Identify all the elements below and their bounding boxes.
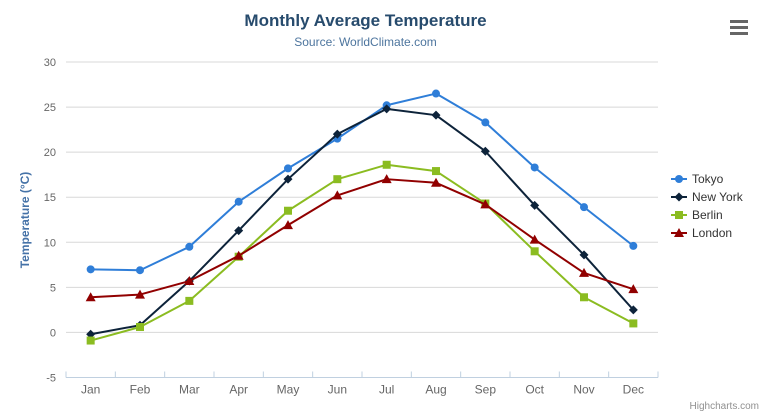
highcharts-credit[interactable]: Highcharts.com: [689, 401, 759, 412]
data-point-marker[interactable]: [284, 206, 292, 215]
data-point-marker[interactable]: [135, 289, 145, 299]
series-line: [90, 163, 634, 342]
data-point-marker[interactable]: [332, 190, 343, 200]
data-point-marker[interactable]: [432, 89, 440, 98]
data-point-marker[interactable]: [579, 267, 589, 277]
hamburger-icon: [730, 25, 748, 29]
data-point-marker[interactable]: [530, 247, 539, 256]
data-point-marker[interactable]: [85, 292, 96, 302]
data-point-marker[interactable]: [332, 129, 342, 139]
data-point-marker[interactable]: [283, 220, 293, 230]
series-line: [90, 107, 635, 336]
data-point-marker[interactable]: [629, 319, 638, 328]
x-axis-label: Jan: [81, 383, 100, 397]
legend-item-london[interactable]: London: [671, 224, 743, 242]
data-point-marker[interactable]: [184, 276, 195, 286]
chart-title: Monthly Average Temperature: [244, 11, 487, 30]
data-point-marker[interactable]: [480, 199, 491, 209]
legend: Tokyo New York Berlin London: [671, 170, 743, 242]
data-point-marker[interactable]: [529, 234, 540, 244]
series-line: [90, 178, 634, 299]
data-point-marker[interactable]: [86, 329, 96, 339]
diamond-marker-icon: [671, 192, 687, 202]
export-menu-button[interactable]: [728, 15, 754, 39]
data-point-marker[interactable]: [382, 160, 391, 169]
data-point-marker[interactable]: [185, 242, 194, 251]
x-axis-label: Mar: [179, 383, 200, 397]
data-point-marker[interactable]: [381, 174, 392, 184]
y-axis-label: 0: [50, 327, 56, 339]
series-line: [90, 92, 634, 272]
chart-subtitle: Source: WorldClimate.com: [294, 35, 437, 49]
x-axis-label: Oct: [525, 383, 544, 397]
data-point-marker[interactable]: [136, 323, 144, 332]
series-london[interactable]: [85, 174, 639, 302]
data-point-marker[interactable]: [234, 226, 244, 236]
data-point-marker[interactable]: [675, 175, 683, 183]
legend-item-label: Tokyo: [692, 172, 724, 186]
data-point-marker[interactable]: [629, 241, 638, 250]
data-point-marker[interactable]: [628, 305, 638, 315]
x-axis-label: Aug: [425, 383, 446, 397]
legend-item-label: New York: [692, 190, 743, 204]
y-axis-label: 25: [44, 102, 56, 114]
data-point-marker[interactable]: [233, 250, 244, 260]
data-point-marker[interactable]: [333, 175, 342, 184]
data-point-marker[interactable]: [234, 197, 243, 206]
y-axis-label: 10: [44, 237, 56, 249]
data-point-marker[interactable]: [675, 211, 683, 219]
data-point-marker[interactable]: [431, 110, 441, 120]
x-axis-label: Dec: [623, 383, 644, 397]
x-axis-label: Nov: [573, 383, 594, 397]
x-axis-label: May: [277, 383, 300, 397]
x-axis-label: Feb: [130, 383, 151, 397]
data-point-marker[interactable]: [481, 118, 490, 127]
series-new-york[interactable]: [86, 104, 638, 339]
data-point-marker[interactable]: [431, 177, 441, 187]
triangle-marker-icon: [671, 228, 687, 237]
data-point-marker[interactable]: [628, 284, 639, 294]
data-point-marker[interactable]: [530, 200, 540, 210]
data-point-marker[interactable]: [283, 174, 293, 184]
data-point-marker[interactable]: [86, 336, 95, 345]
y-axis-label: 5: [50, 282, 56, 294]
data-point-marker[interactable]: [284, 164, 292, 173]
data-point-marker[interactable]: [136, 266, 144, 275]
hamburger-icon: [730, 31, 748, 35]
legend-item-label: London: [692, 226, 733, 240]
square-marker-icon: [671, 211, 687, 219]
data-point-marker[interactable]: [580, 203, 588, 212]
y-axis-label: 30: [44, 57, 56, 69]
data-point-marker[interactable]: [480, 146, 490, 156]
x-axis-label: Apr: [229, 383, 248, 397]
data-point-marker[interactable]: [674, 192, 684, 202]
legend-item-tokyo[interactable]: Tokyo: [671, 170, 743, 188]
x-axis-label: Jun: [328, 383, 347, 397]
circle-marker-icon: [671, 175, 687, 183]
legend-item-label: Berlin: [692, 208, 723, 222]
data-point-marker[interactable]: [185, 296, 194, 305]
y-axis-label: 20: [44, 147, 56, 159]
y-axis-label: -5: [46, 373, 56, 385]
legend-item-new-york[interactable]: New York: [671, 188, 743, 206]
data-point-marker[interactable]: [382, 104, 392, 114]
data-point-marker[interactable]: [530, 163, 539, 172]
data-point-marker[interactable]: [674, 228, 684, 237]
x-axis-label: Jul: [379, 383, 394, 397]
y-axis-label: 15: [44, 192, 56, 204]
data-point-marker[interactable]: [579, 250, 589, 260]
series-tokyo[interactable]: [86, 89, 638, 275]
data-point-marker[interactable]: [432, 167, 440, 176]
legend-item-berlin[interactable]: Berlin: [671, 206, 743, 224]
data-point-marker[interactable]: [580, 293, 588, 302]
hamburger-icon: [730, 19, 748, 23]
x-axis-label: Sep: [475, 383, 497, 397]
data-point-marker[interactable]: [86, 265, 95, 274]
